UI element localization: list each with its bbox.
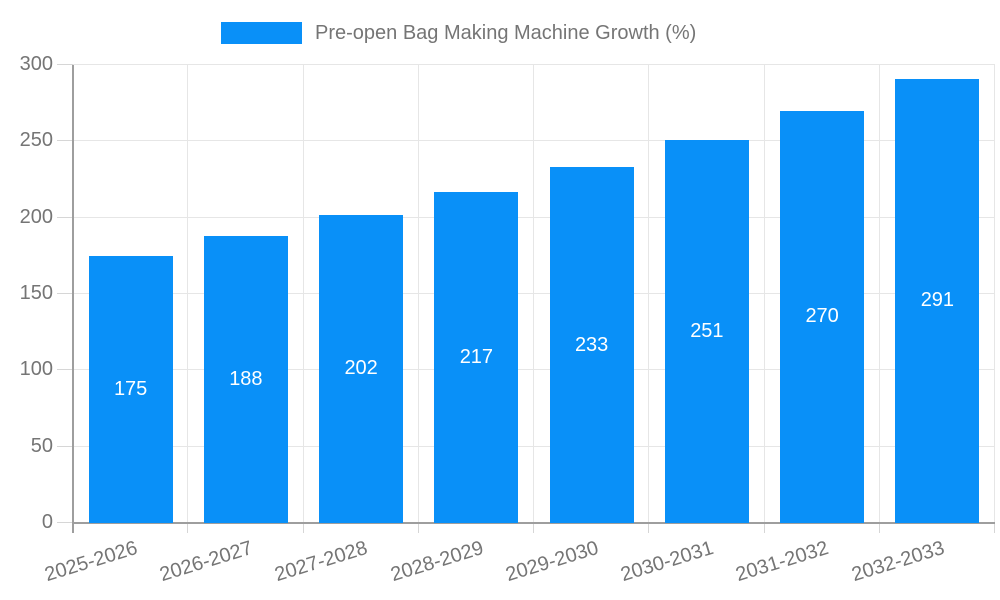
y-axis-tick-label: 300 — [19, 53, 53, 75]
gridline-vertical — [187, 65, 189, 523]
x-axis-tick — [763, 523, 765, 533]
bar: 270 — [780, 110, 865, 523]
gridline-horizontal — [73, 140, 995, 142]
gridline-horizontal — [73, 293, 995, 294]
bar-value-label: 175 — [113, 377, 148, 400]
y-axis-tick — [57, 445, 73, 447]
x-axis-category-label: 2027-2028 — [272, 537, 371, 587]
gridline-vertical — [648, 65, 650, 523]
gridline-horizontal — [73, 64, 995, 65]
y-axis-tick — [57, 216, 73, 218]
bar: 175 — [88, 255, 173, 523]
bar-value-label: 291 — [920, 289, 955, 312]
bar: 291 — [895, 78, 980, 523]
gridline-vertical — [302, 65, 304, 523]
y-axis-tick-label: 250 — [19, 129, 53, 152]
y-axis-tick-label: 0 — [41, 511, 53, 533]
x-axis-tick — [187, 523, 189, 533]
legend-label: Pre-open Bag Making Machine Growth (%) — [315, 21, 697, 44]
bar: 188 — [203, 235, 288, 523]
bar-value-label: 270 — [805, 305, 839, 328]
x-axis-tick — [302, 523, 304, 533]
x-axis-category-label: 2028-2029 — [387, 537, 486, 587]
y-axis-tick — [57, 369, 73, 371]
gridline-vertical — [763, 65, 765, 523]
gridline-horizontal — [73, 445, 995, 447]
y-axis-tick-label: 100 — [19, 358, 53, 381]
x-axis-tick — [994, 523, 995, 533]
bar: 233 — [549, 167, 634, 523]
y-axis-tick-label: 200 — [19, 205, 53, 228]
gridline-horizontal — [73, 216, 995, 218]
y-axis-tick-label: 50 — [30, 434, 53, 457]
gridline-vertical — [417, 65, 419, 523]
bar: 251 — [664, 139, 749, 523]
gridline-vertical — [878, 65, 880, 523]
bar: 217 — [434, 191, 519, 523]
x-axis-tick — [878, 523, 880, 533]
y-axis-line — [72, 65, 74, 533]
x-axis-tick — [417, 523, 419, 533]
legend-swatch-icon — [221, 22, 302, 44]
y-axis-tick — [57, 140, 73, 142]
x-axis-tick — [533, 523, 534, 533]
gridline-horizontal — [73, 369, 995, 371]
bar-value-label: 217 — [459, 345, 494, 368]
bar-value-label: 251 — [690, 319, 724, 342]
x-axis-category-label: 2032-2033 — [848, 537, 947, 587]
y-axis-tick — [57, 64, 73, 65]
gridline-vertical — [533, 65, 534, 523]
x-axis-category-label: 2030-2031 — [618, 537, 717, 587]
x-axis-category-label: 2025-2026 — [42, 537, 141, 587]
bar-value-label: 188 — [229, 367, 263, 390]
y-axis-tick — [57, 522, 73, 523]
x-axis-category-label: 2026-2027 — [157, 537, 256, 587]
x-axis-tick — [648, 523, 650, 533]
bar-value-label: 233 — [574, 333, 609, 356]
chart-legend-item[interactable]: Pre-open Bag Making Machine Growth (%) — [221, 20, 696, 46]
bar: 202 — [319, 214, 404, 523]
x-axis-line — [73, 522, 995, 524]
gridline-vertical — [994, 65, 995, 523]
bar-value-label: 202 — [344, 357, 378, 380]
x-axis-category-label: 2029-2030 — [503, 537, 602, 587]
x-axis-category-label: 2031-2032 — [733, 537, 832, 587]
y-axis-tick — [57, 293, 73, 294]
y-axis-tick-label: 150 — [19, 282, 53, 304]
